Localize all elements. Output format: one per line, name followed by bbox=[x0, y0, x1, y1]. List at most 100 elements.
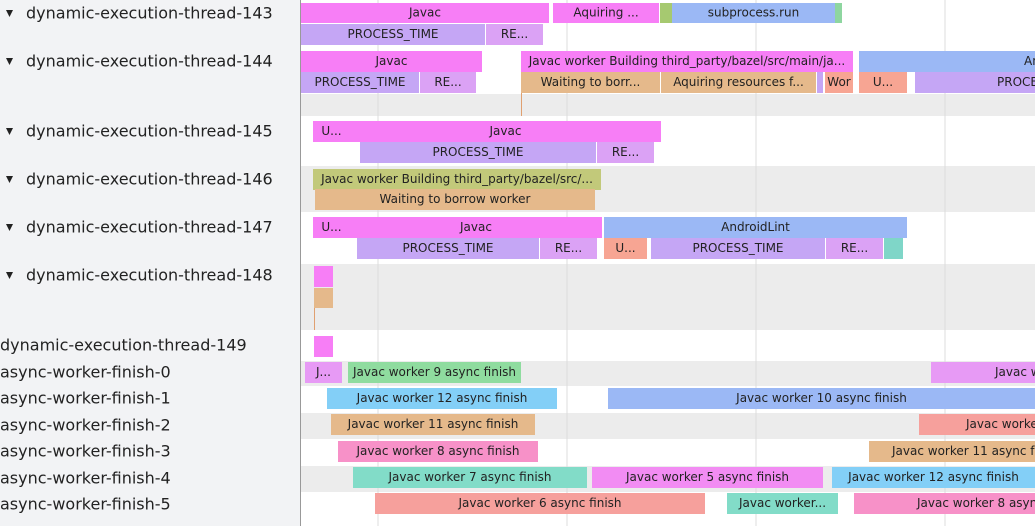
trace-slice[interactable] bbox=[540, 238, 597, 259]
trace-slice[interactable] bbox=[313, 217, 350, 238]
expand-toggle[interactable] bbox=[6, 176, 13, 183]
trace-slice[interactable] bbox=[420, 72, 476, 93]
trace-slice[interactable] bbox=[313, 121, 350, 142]
track-name: async-worker-finish-1 bbox=[0, 389, 171, 408]
trace-slice[interactable] bbox=[360, 142, 596, 163]
trace-slice[interactable] bbox=[931, 362, 1035, 383]
trace-slice[interactable] bbox=[727, 493, 838, 514]
trace-slice[interactable] bbox=[661, 72, 816, 93]
slice-label: Javac worker Building third_party/bazel/… bbox=[320, 172, 593, 186]
track-name: dynamic-execution-thread-149 bbox=[0, 336, 247, 355]
trace-slice[interactable] bbox=[357, 238, 539, 259]
slice-label: Javac worker 12 async finish bbox=[356, 391, 528, 405]
slice-label: Javac worker 6 async finish bbox=[457, 496, 621, 510]
slice-label: U... bbox=[321, 124, 341, 138]
slice-label: U... bbox=[873, 75, 893, 89]
trace-slice[interactable] bbox=[825, 72, 853, 93]
slice-label: Aquiring resources f... bbox=[673, 75, 804, 89]
trace-slice[interactable] bbox=[314, 336, 333, 357]
slice-label: RE... bbox=[612, 145, 639, 159]
trace-slice[interactable] bbox=[817, 72, 823, 93]
trace-slice[interactable] bbox=[884, 238, 903, 259]
expand-toggle[interactable] bbox=[6, 58, 13, 65]
slice-label: Javac worker 7 async finish bbox=[387, 470, 551, 484]
trace-slice[interactable] bbox=[832, 467, 1035, 488]
expand-toggle[interactable] bbox=[6, 128, 13, 135]
expand-toggle[interactable] bbox=[6, 224, 13, 231]
trace-slice[interactable] bbox=[521, 72, 660, 93]
trace-slice[interactable] bbox=[313, 169, 601, 190]
trace-slice[interactable] bbox=[350, 217, 602, 238]
slice-label: Waiting to borr... bbox=[541, 75, 641, 89]
slice-label: Javac bbox=[459, 220, 492, 234]
slice-label: PROCESS_TIME bbox=[314, 75, 405, 89]
trace-slice[interactable] bbox=[597, 142, 654, 163]
slice-label: Javac worker 12 async finish bbox=[847, 470, 1019, 484]
slice-label: Javac worker 9 async finish bbox=[352, 365, 516, 379]
trace-slice[interactable] bbox=[301, 72, 419, 93]
track-name: dynamic-execution-thread-144 bbox=[26, 52, 273, 71]
slice-label: Javac worker... bbox=[738, 496, 826, 510]
track-name: dynamic-execution-thread-147 bbox=[26, 218, 273, 237]
trace-slice[interactable] bbox=[375, 493, 705, 514]
slice-label: PROCESS_TIME bbox=[432, 145, 523, 159]
trace-slice[interactable] bbox=[315, 189, 595, 210]
slice-label: J... bbox=[315, 365, 331, 379]
trace-slice[interactable] bbox=[521, 51, 853, 72]
trace-slice[interactable] bbox=[869, 441, 1035, 462]
trace-slice[interactable] bbox=[919, 414, 1035, 435]
trace-slice[interactable] bbox=[350, 121, 661, 142]
slice-label: Javac worker 11 async finish bbox=[347, 417, 519, 431]
slice-label: Javac worker 8 async finish bbox=[355, 444, 519, 458]
slice-label: subprocess.run bbox=[708, 6, 800, 20]
slice-label: U... bbox=[615, 241, 635, 255]
trace-slice[interactable] bbox=[592, 467, 823, 488]
slice-label: RE... bbox=[501, 27, 528, 41]
trace-slice[interactable] bbox=[604, 217, 907, 238]
track-name: dynamic-execution-thread-145 bbox=[26, 122, 273, 141]
slice-label: Javac worker 10 async finish bbox=[735, 391, 907, 405]
trace-slice[interactable] bbox=[826, 238, 883, 259]
slice-label: Javac w bbox=[994, 365, 1035, 379]
trace-slice[interactable] bbox=[327, 388, 557, 409]
trace-slice[interactable] bbox=[608, 388, 1035, 409]
trace-slice[interactable] bbox=[301, 51, 482, 72]
expand-toggle[interactable] bbox=[6, 272, 13, 279]
trace-slice[interactable] bbox=[859, 51, 1035, 72]
expand-toggle[interactable] bbox=[6, 10, 13, 17]
track-name: async-worker-finish-5 bbox=[0, 495, 171, 514]
trace-slice[interactable] bbox=[672, 3, 835, 23]
track-name: async-worker-finish-2 bbox=[0, 416, 171, 435]
track-name: dynamic-execution-thread-146 bbox=[26, 170, 273, 189]
trace-slice[interactable] bbox=[604, 238, 647, 259]
slice-label: Wor bbox=[827, 75, 851, 89]
slice-label: AndroidLint bbox=[721, 220, 790, 234]
slice-label: PROCESS_TIME bbox=[347, 27, 438, 41]
trace-slice[interactable] bbox=[348, 362, 521, 383]
trace-slice[interactable] bbox=[331, 414, 535, 435]
trace-slice[interactable] bbox=[835, 3, 842, 23]
trace-slice[interactable] bbox=[338, 441, 538, 462]
trace-slice[interactable] bbox=[915, 72, 1035, 93]
track-band bbox=[300, 94, 1035, 116]
slice-label: PROCE bbox=[997, 75, 1035, 89]
track-name: async-worker-finish-4 bbox=[0, 469, 171, 488]
trace-slice[interactable] bbox=[305, 362, 342, 383]
trace-slice[interactable] bbox=[314, 266, 333, 287]
slice-label: Javac worker 8 async f bbox=[916, 496, 1035, 510]
trace-slice[interactable] bbox=[353, 467, 587, 488]
trace-slice[interactable] bbox=[660, 3, 672, 23]
trace-slice[interactable] bbox=[859, 72, 907, 93]
slice-label: Javac bbox=[408, 6, 441, 20]
track-name: dynamic-execution-thread-143 bbox=[26, 4, 273, 23]
trace-slice[interactable] bbox=[301, 3, 549, 23]
trace-slice[interactable] bbox=[301, 24, 485, 45]
trace-slice[interactable] bbox=[854, 493, 1035, 514]
slice-label: An bbox=[1024, 54, 1035, 68]
trace-slice[interactable] bbox=[553, 3, 659, 23]
slice-label: RE... bbox=[434, 75, 461, 89]
trace-slice[interactable] bbox=[486, 24, 543, 45]
trace-slice[interactable] bbox=[314, 288, 333, 308]
trace-slice[interactable] bbox=[651, 238, 825, 259]
